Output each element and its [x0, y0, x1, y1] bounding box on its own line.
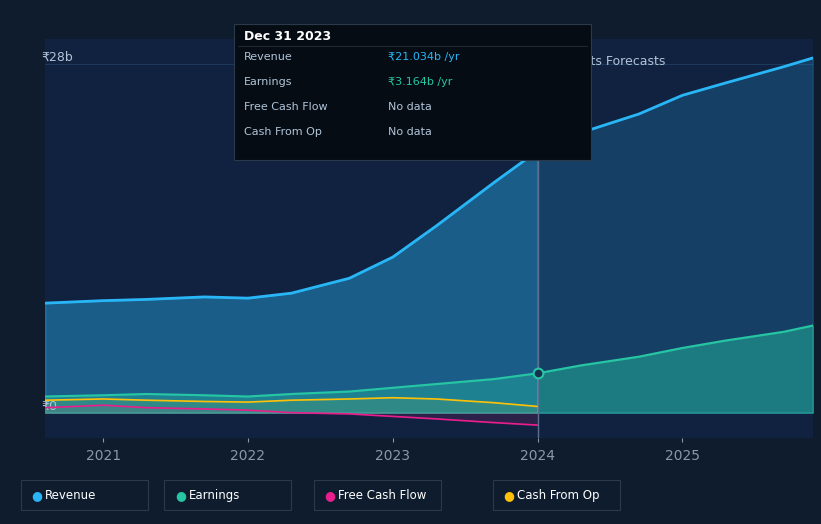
- Text: ●: ●: [324, 489, 335, 501]
- Text: No data: No data: [388, 127, 431, 137]
- Text: Free Cash Flow: Free Cash Flow: [338, 489, 427, 501]
- Text: ₹21.034b /yr: ₹21.034b /yr: [388, 52, 459, 62]
- Text: Earnings: Earnings: [244, 77, 292, 87]
- Text: Cash From Op: Cash From Op: [517, 489, 599, 501]
- Text: ●: ●: [175, 489, 186, 501]
- Text: Revenue: Revenue: [244, 52, 292, 62]
- Text: Earnings: Earnings: [189, 489, 241, 501]
- Text: ●: ●: [31, 489, 42, 501]
- Text: No data: No data: [388, 102, 431, 112]
- Text: ₹28b: ₹28b: [41, 51, 73, 64]
- Text: ₹0: ₹0: [41, 400, 57, 413]
- Text: Analysts Forecasts: Analysts Forecasts: [549, 55, 666, 68]
- Text: Dec 31 2023: Dec 31 2023: [244, 30, 331, 43]
- Text: ●: ●: [503, 489, 514, 501]
- Text: Cash From Op: Cash From Op: [244, 127, 322, 137]
- Text: Free Cash Flow: Free Cash Flow: [244, 102, 328, 112]
- Text: Past: Past: [500, 55, 526, 68]
- Text: Revenue: Revenue: [45, 489, 97, 501]
- Text: ₹3.164b /yr: ₹3.164b /yr: [388, 77, 452, 87]
